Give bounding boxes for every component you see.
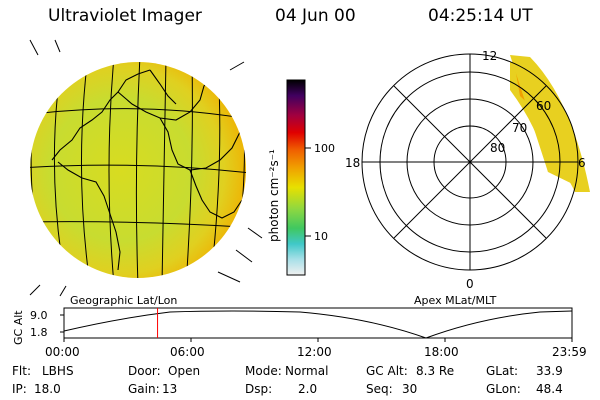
mlt-label-12: 12 <box>482 49 497 63</box>
mode-label: Mode: <box>245 364 282 378</box>
dsp-label: Dsp: <box>245 382 273 396</box>
mlat-label-60: 60 <box>536 99 551 113</box>
polar-plot-label: Apex MLat/MLT <box>414 294 497 307</box>
gain-value: 13 <box>162 382 178 396</box>
ip-value: 18.0 <box>34 382 61 396</box>
app-title: Ultraviolet Imager <box>48 6 202 26</box>
altitude-curve <box>63 310 573 339</box>
glat-value: 33.9 <box>536 364 563 378</box>
xtick-label-0000: 00:00 <box>45 345 80 359</box>
seq-label: Seq: <box>366 382 393 396</box>
altitude-ylabel: GC Alt <box>12 310 25 345</box>
aurora-overflow <box>510 55 590 192</box>
seq-value: 30 <box>402 382 418 396</box>
polar-plot: 12 18 6 0 60 70 80 <box>345 49 590 291</box>
colorbar-unit-label: photon cm⁻²s⁻¹ <box>267 149 281 242</box>
altitude-plot-frame <box>63 307 573 339</box>
mlt-label-6: 6 <box>578 156 586 170</box>
time-label: 04:25:14 UT <box>428 6 533 26</box>
altitude-plot: 9.0 1.8 GC Alt <box>12 307 573 345</box>
geo-map-label: Geographic Lat/Lon <box>70 294 177 307</box>
gcalt-label: GC Alt: <box>366 364 408 378</box>
colorbar-gradient <box>286 79 306 276</box>
mode-value: Normal <box>285 364 329 378</box>
filter-label: Flt: <box>12 364 31 378</box>
filter-value: LBHS <box>42 364 74 378</box>
door-value: Open <box>168 364 201 378</box>
mlat-label-70: 70 <box>512 121 527 135</box>
mlat-label-80: 80 <box>490 141 505 155</box>
geo-map <box>29 39 263 297</box>
mlt-label-0: 0 <box>466 277 474 291</box>
gain-label: Gain: <box>128 382 160 396</box>
ytick-label-1.8: 1.8 <box>30 326 48 339</box>
dsp-value: 2.0 <box>298 382 318 396</box>
gcalt-value: 8.3 Re <box>416 364 455 378</box>
ytick-label-9: 9.0 <box>30 309 48 322</box>
glat-label: GLat: <box>486 364 519 378</box>
xtick-label-0600: 06:00 <box>170 345 205 359</box>
colorbar-ticklabel-100: 100 <box>314 142 335 155</box>
grid-outside <box>29 39 263 297</box>
polar-grid <box>361 53 579 271</box>
mlt-label-18: 18 <box>345 156 360 170</box>
colorbar: 100 10 photon cm⁻²s⁻¹ <box>267 79 335 276</box>
ip-label: IP: <box>12 382 27 396</box>
xtick-label-1200: 12:00 <box>297 345 332 359</box>
colorbar-ticklabel-10: 10 <box>314 230 328 243</box>
date-label: 04 Jun 00 <box>275 6 356 26</box>
glon-label: GLon: <box>486 382 521 396</box>
xtick-label-1800: 18:00 <box>424 345 459 359</box>
door-label: Door: <box>128 364 161 378</box>
xtick-label-2359: 23:59 <box>552 345 587 359</box>
glon-value: 48.4 <box>536 382 563 396</box>
